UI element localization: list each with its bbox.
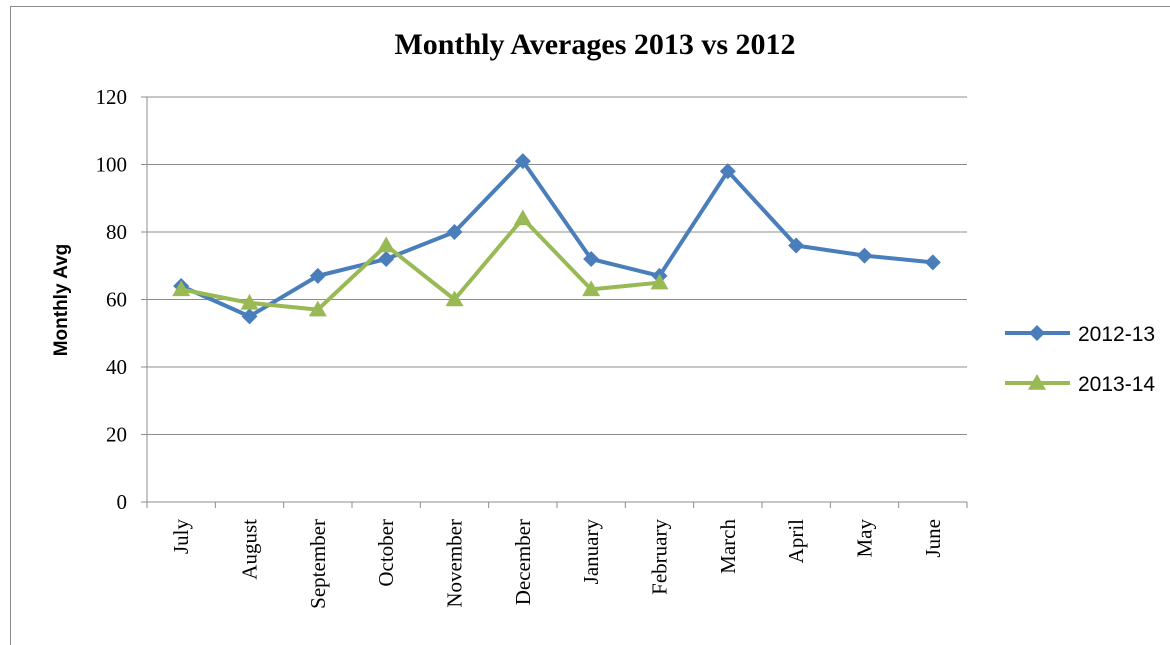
y-tick-label: 80 — [106, 220, 127, 244]
x-tick-label: June — [921, 519, 945, 558]
legend-marker — [1028, 374, 1046, 390]
x-tick-label: October — [374, 519, 398, 587]
series-line — [180, 159, 934, 319]
data-point — [583, 251, 600, 267]
x-tick-label: February — [648, 519, 672, 595]
legend-label: 2013-14 — [1078, 373, 1155, 396]
data-point — [856, 247, 873, 264]
data-point — [788, 237, 805, 254]
x-tick-label: December — [511, 519, 535, 605]
series-2012-13 — [173, 153, 941, 325]
y-tick-label: 60 — [106, 288, 127, 312]
x-tick-label: April — [784, 519, 808, 563]
x-tick-label: May — [853, 519, 877, 558]
data-point — [309, 267, 326, 284]
data-point — [582, 280, 601, 297]
data-point — [172, 280, 191, 297]
y-tick-label: 100 — [96, 153, 128, 177]
y-tick-label: 40 — [106, 355, 127, 379]
legend-item: 2012-13 — [1005, 323, 1155, 346]
legend-item: 2013-14 — [1005, 373, 1155, 396]
legend-marker — [1029, 325, 1045, 341]
x-tick-label: January — [579, 519, 603, 585]
data-point — [308, 300, 327, 317]
series-2013-14 — [172, 209, 669, 317]
data-point — [924, 254, 941, 271]
grid — [147, 96, 967, 435]
x-tick-label: March — [716, 519, 740, 574]
y-axis-label: Monthly Avg — [51, 244, 72, 357]
series — [172, 153, 941, 325]
data-point — [719, 163, 736, 180]
x-tick-label: August — [238, 519, 262, 580]
series-line — [180, 216, 660, 312]
data-point — [377, 236, 396, 253]
y-tick-label: 20 — [106, 423, 127, 447]
data-point — [445, 290, 464, 307]
axes — [141, 96, 968, 508]
x-tick-label: September — [306, 519, 330, 609]
y-tick-labels: 0 20 40 60 80 100 120 — [96, 85, 128, 514]
data-point — [378, 251, 395, 267]
chart-title: Monthly Averages 2013 vs 2012 — [394, 28, 795, 61]
data-point — [513, 209, 532, 226]
x-tick-label: November — [443, 519, 467, 608]
y-tick-label: 0 — [117, 490, 128, 514]
data-point — [650, 273, 669, 290]
x-tick-label: July — [169, 519, 193, 555]
data-point — [446, 224, 463, 240]
legend: 2012-13 2013-14 — [1005, 323, 1155, 396]
legend-label: 2012-13 — [1078, 323, 1155, 346]
y-tick-label: 120 — [96, 85, 128, 109]
data-point — [241, 308, 258, 325]
data-point — [514, 153, 531, 170]
data-point — [240, 293, 259, 310]
x-tick-labels: July August September October November Decemb… — [169, 519, 945, 609]
chart-frame — [10, 6, 1170, 645]
